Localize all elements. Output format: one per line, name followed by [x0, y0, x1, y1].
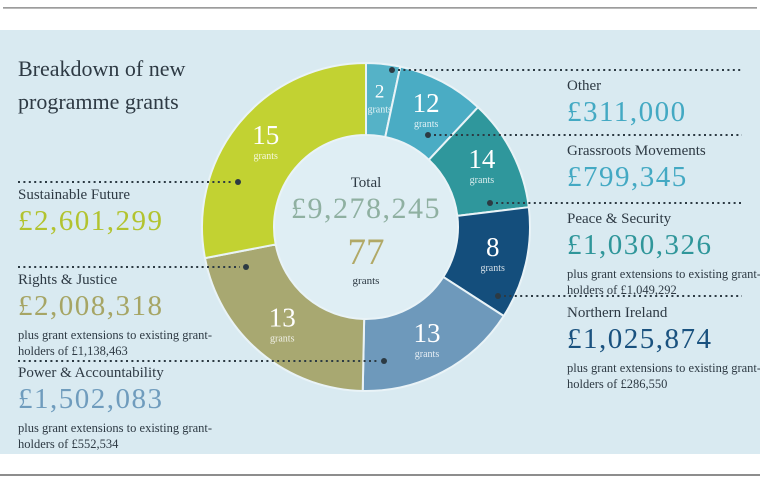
category-name: Rights & Justice: [18, 272, 118, 288]
label-other: Other £311,000: [567, 77, 687, 128]
slice-count-grassroots-movements: 12: [413, 88, 440, 118]
leader-dot-sustainable-future: [235, 179, 241, 185]
category-amount: £311,000: [567, 96, 687, 128]
category-note: plus grant extensions to existing grant-…: [18, 328, 213, 358]
total-amount: £9,278,245: [291, 192, 441, 225]
slice-count-rights-justice: 13: [269, 302, 296, 332]
category-amount: £2,601,299: [18, 205, 164, 237]
category-amount: £2,008,318: [18, 290, 164, 322]
category-name: Other: [567, 78, 602, 94]
slice-grants-word-power-accountability: grants: [415, 349, 440, 360]
slice-count-sustainable-future: 15: [252, 120, 279, 150]
total-grants-word: grants: [352, 275, 380, 287]
label-power-and-accountability: Power & Accountability £1,502,083 plus g…: [18, 364, 218, 452]
category-note: plus grant extensions to existing grant-…: [567, 361, 760, 391]
slice-grants-word-northern-ireland: grants: [480, 263, 505, 274]
category-note: plus grant extensions to existing grant-…: [567, 267, 760, 297]
bottom-divider-rule: [0, 474, 760, 476]
category-note: plus grant extensions to existing grant-…: [18, 421, 213, 451]
total-label: Total: [350, 175, 382, 191]
slice-count-other: 2: [375, 82, 385, 103]
leader-dot-grassroots-movements: [425, 132, 431, 138]
label-grassroots-movements: Grassroots Movements £799,345: [567, 142, 706, 193]
category-amount: £1,030,326: [567, 229, 713, 261]
slice-sustainable-future: [201, 62, 367, 260]
leader-dot-rights-justice: [243, 264, 249, 270]
label-rights-and-justice: Rights & Justice £2,008,318 plus grant e…: [18, 271, 218, 359]
category-name: Sustainable Future: [18, 187, 131, 203]
slice-grants-word-grassroots-movements: grants: [414, 119, 439, 130]
page-title: Breakdown of new programme grants: [18, 56, 186, 114]
category-name: Grassroots Movements: [567, 143, 706, 159]
label-northern-ireland: Northern Ireland £1,025,874 plus grant e…: [567, 304, 760, 392]
category-amount: £1,502,083: [18, 383, 164, 415]
slice-count-power-accountability: 13: [414, 318, 441, 348]
category-name: Peace & Security: [567, 211, 672, 227]
donut-center: Total £9,278,245 77 grants: [256, 174, 476, 288]
slice-grants-word-sustainable-future: grants: [254, 151, 279, 162]
slice-grants-word-rights-justice: grants: [270, 333, 295, 344]
label-sustainable-future: Sustainable Future £2,601,299: [18, 186, 164, 237]
donut-hole: [272, 133, 460, 321]
category-name: Power & Accountability: [18, 365, 164, 381]
leader-dot-power-accountability: [381, 358, 387, 364]
slice-rights-justice: [203, 243, 366, 392]
slice-grants-word-other: grants: [367, 105, 392, 116]
leader-dot-northern-ireland: [495, 293, 501, 299]
slice-grants-word-peace-security: grants: [470, 175, 495, 186]
slice-count-northern-ireland: 8: [486, 232, 500, 262]
category-amount: £799,345: [567, 161, 688, 193]
category-amount: £1,025,874: [567, 323, 713, 355]
leader-dot-other: [389, 67, 395, 73]
category-name: Northern Ireland: [567, 305, 668, 321]
label-peace-and-security: Peace & Security £1,030,326 plus grant e…: [567, 210, 760, 298]
leader-dot-peace-security: [487, 200, 493, 206]
total-grants-count: 77: [347, 232, 385, 273]
slice-count-peace-security: 14: [468, 144, 496, 174]
top-divider-rule: [3, 7, 757, 9]
